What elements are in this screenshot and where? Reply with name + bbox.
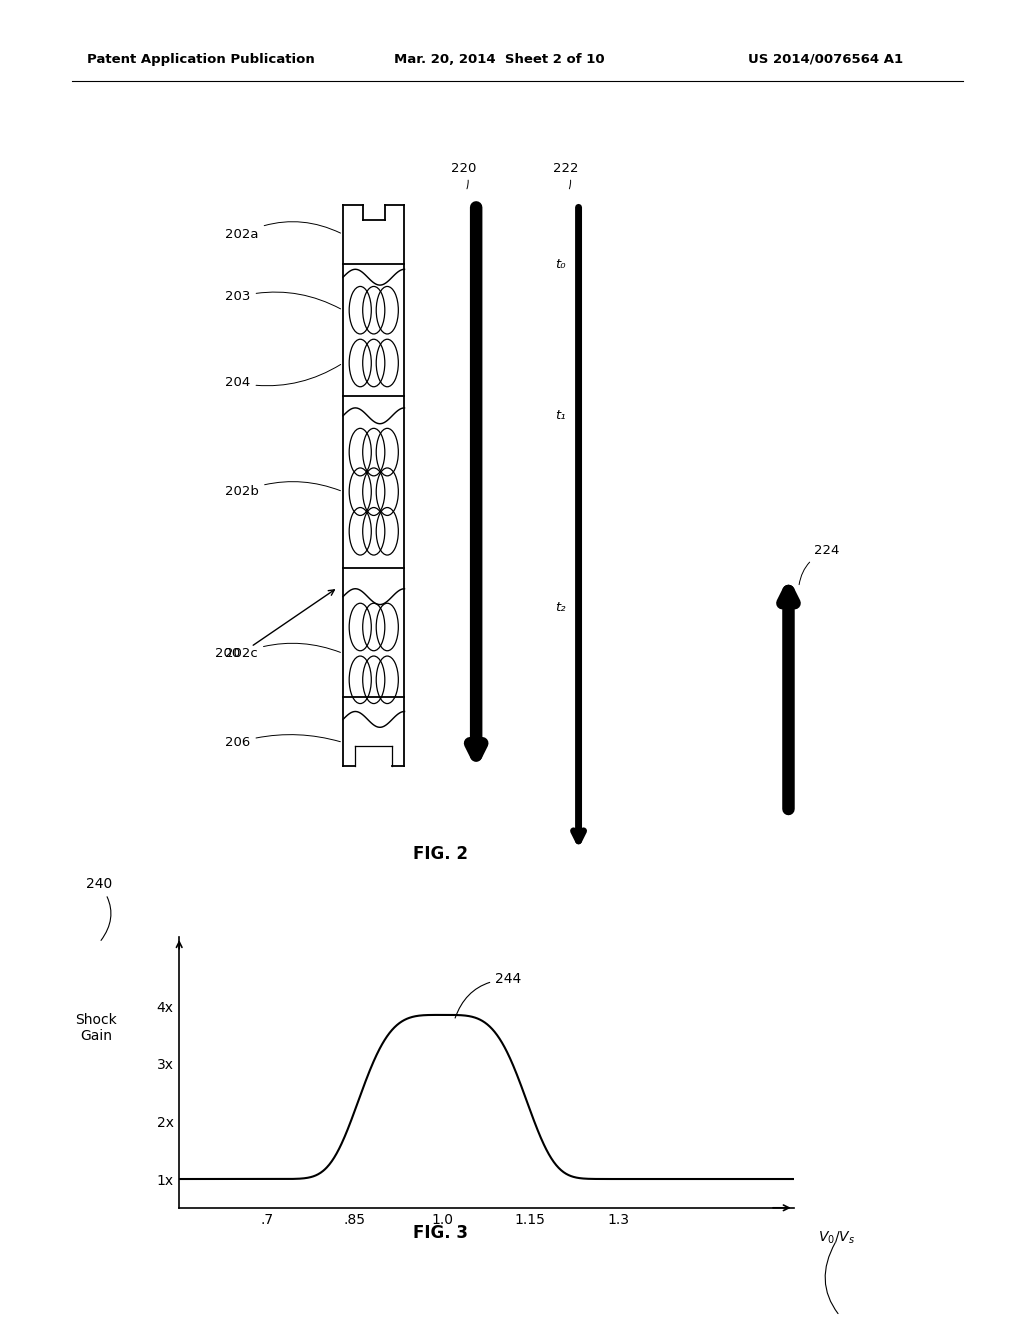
Text: 203: 203 <box>225 290 341 309</box>
Text: Mar. 20, 2014  Sheet 2 of 10: Mar. 20, 2014 Sheet 2 of 10 <box>394 53 605 66</box>
Text: t₀: t₀ <box>556 257 566 271</box>
Text: 206: 206 <box>225 735 340 748</box>
Text: 222: 222 <box>553 161 579 189</box>
Text: 202a: 202a <box>225 222 341 240</box>
Text: 224: 224 <box>799 544 840 585</box>
Text: 244: 244 <box>455 973 521 1018</box>
Text: Patent Application Publication: Patent Application Publication <box>87 53 314 66</box>
Text: US 2014/0076564 A1: US 2014/0076564 A1 <box>748 53 902 66</box>
Text: Shock
Gain: Shock Gain <box>76 1012 117 1043</box>
Text: FIG. 3: FIG. 3 <box>413 1224 468 1242</box>
Text: 220: 220 <box>451 161 476 189</box>
Text: $V_0/V_s$: $V_0/V_s$ <box>818 1229 855 1246</box>
Text: t₂: t₂ <box>556 601 566 614</box>
Text: 242: 242 <box>825 1242 862 1320</box>
Text: 202b: 202b <box>225 482 340 498</box>
Text: 204: 204 <box>225 364 341 389</box>
Text: FIG. 2: FIG. 2 <box>413 845 468 863</box>
Text: 202c: 202c <box>225 643 340 660</box>
Text: t₁: t₁ <box>556 409 566 422</box>
Text: 200: 200 <box>215 647 241 660</box>
Text: 240: 240 <box>86 878 113 940</box>
